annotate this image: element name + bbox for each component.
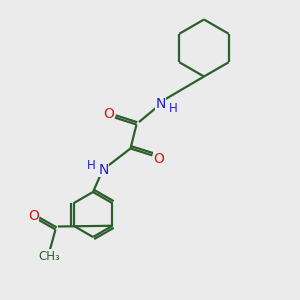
Text: N: N — [98, 163, 109, 176]
Text: O: O — [153, 152, 164, 166]
Text: CH₃: CH₃ — [39, 250, 60, 263]
Text: N: N — [155, 97, 166, 110]
Text: O: O — [28, 209, 39, 223]
Text: H: H — [169, 102, 178, 116]
Text: H: H — [86, 159, 95, 172]
Text: O: O — [103, 107, 114, 121]
